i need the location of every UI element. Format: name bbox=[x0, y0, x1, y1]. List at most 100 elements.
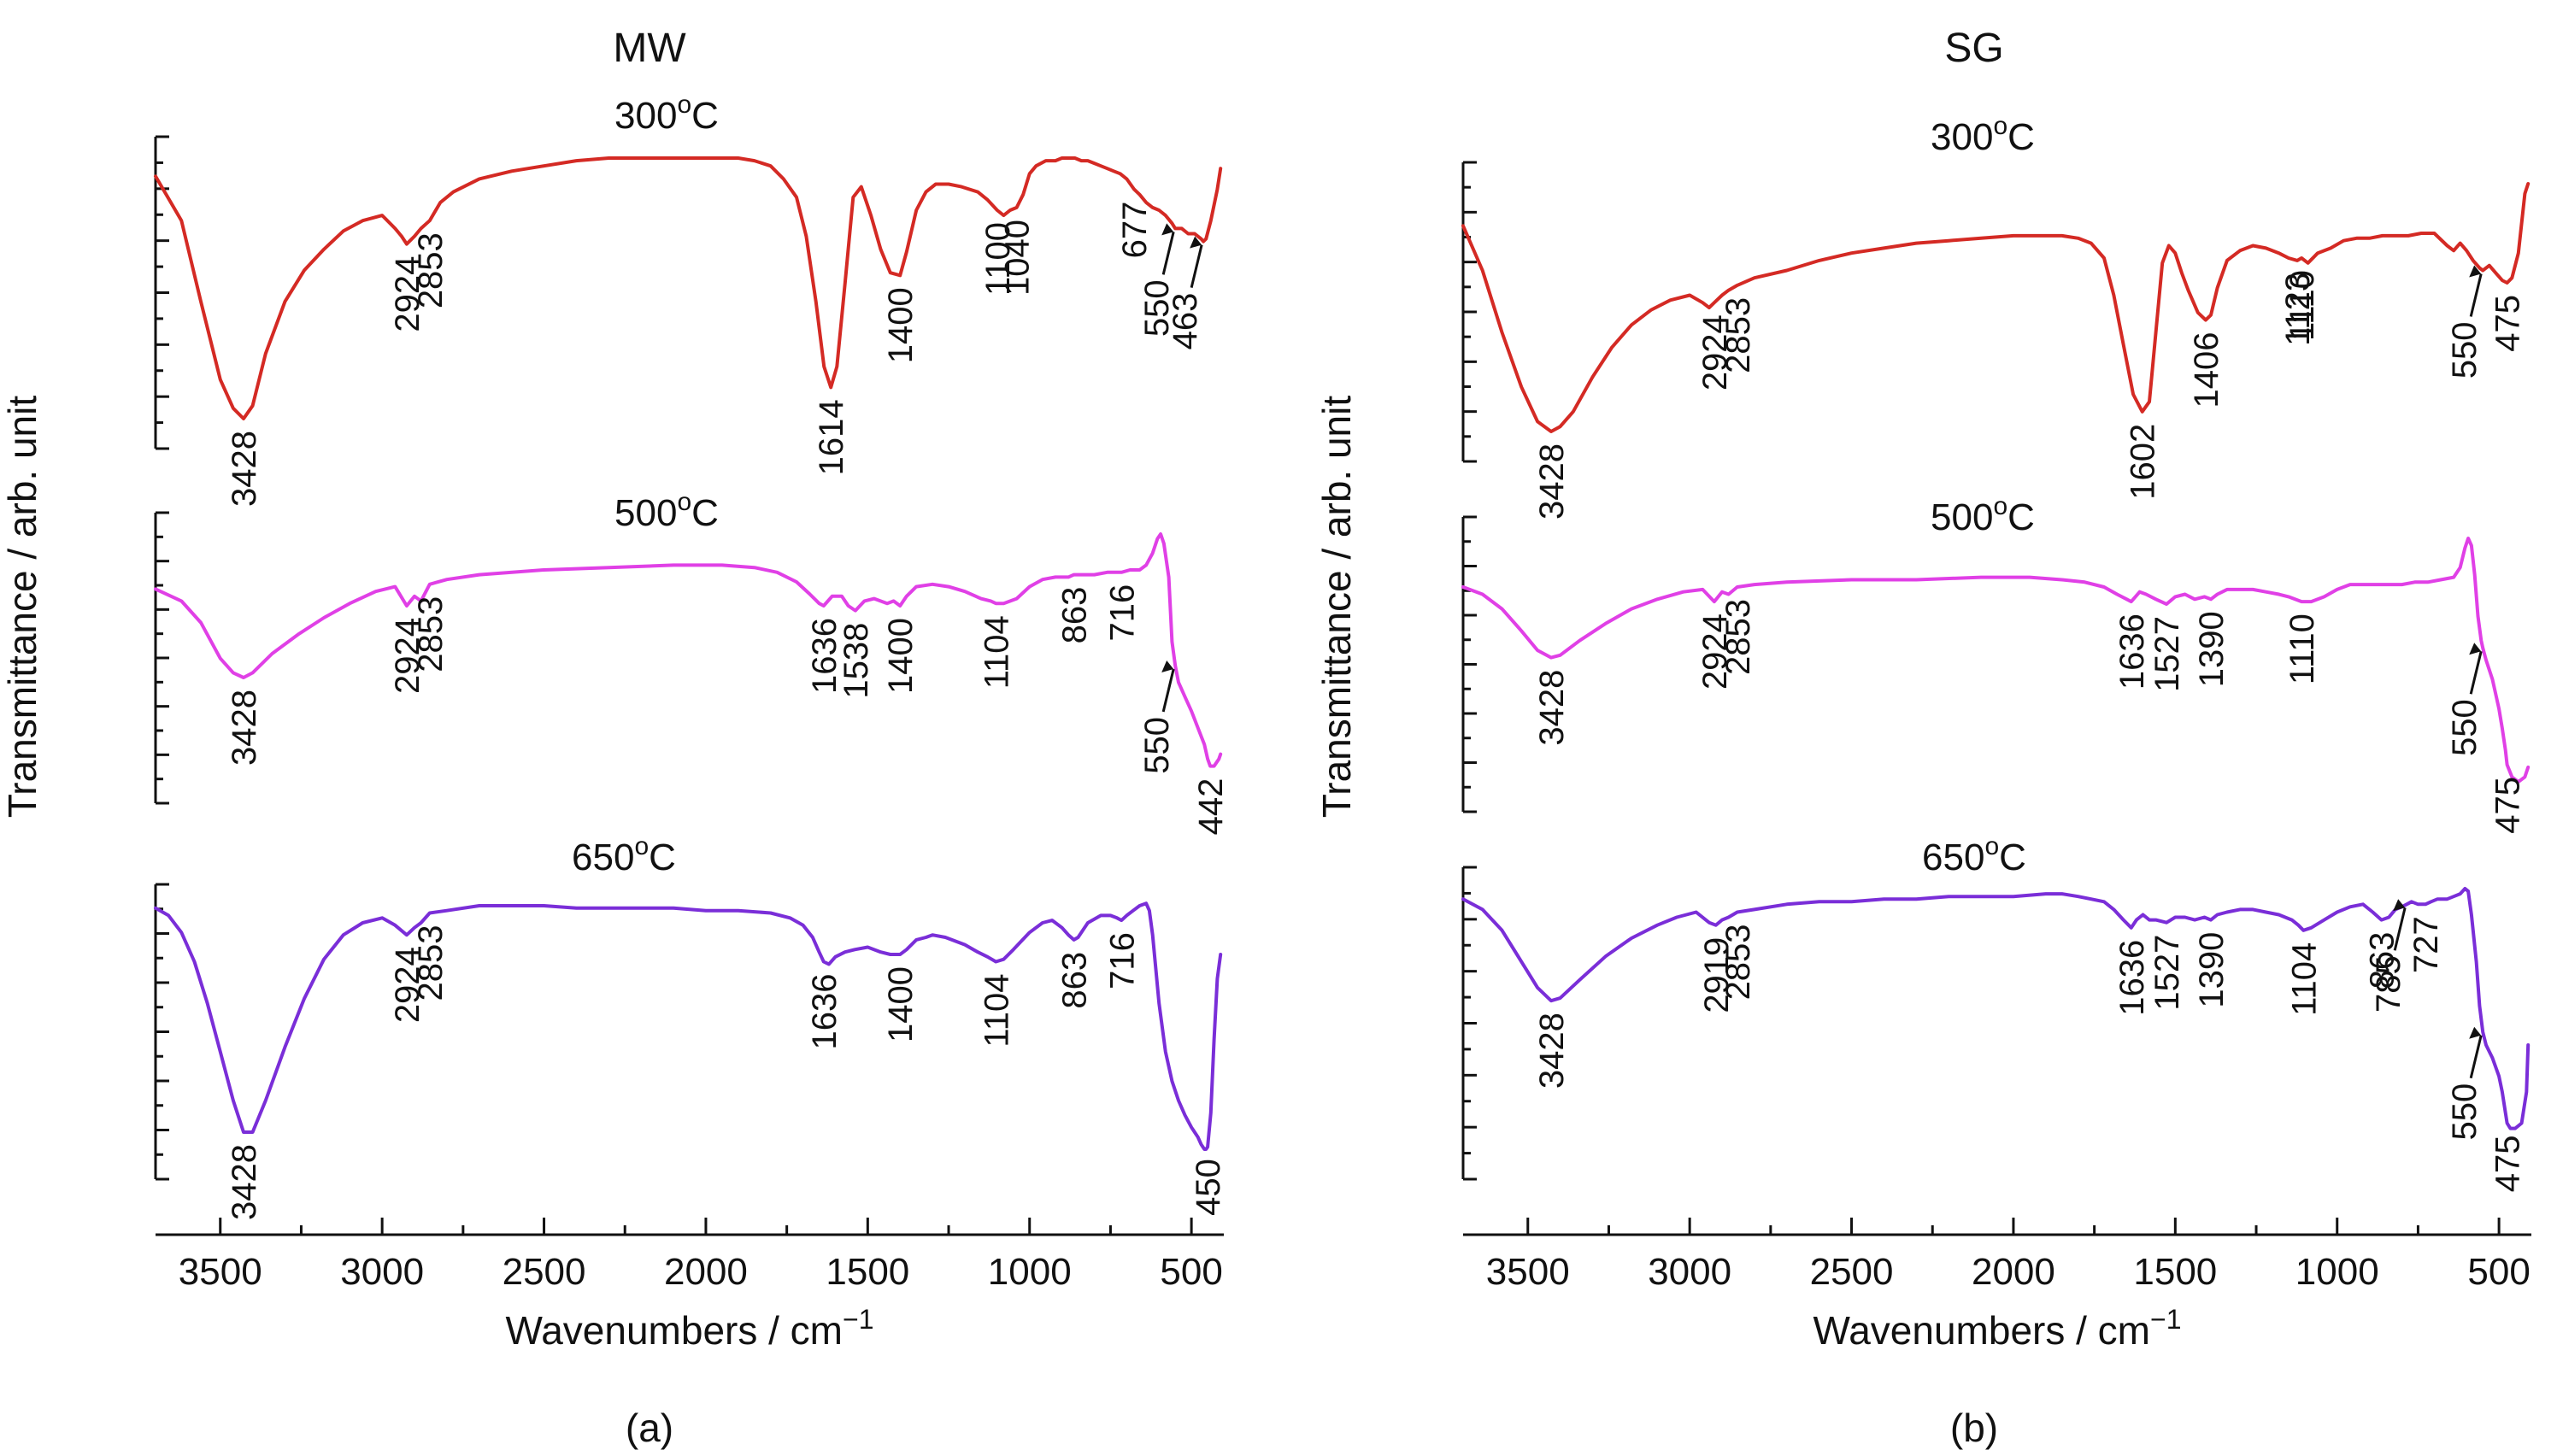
y-axis-label: Transmittance / arb. unit bbox=[1314, 396, 1359, 818]
temperature-value: 300 bbox=[1931, 116, 1993, 158]
peak-label: 2853 bbox=[1719, 924, 1757, 1000]
panel-b-sg: SG Transmittance / arb. unit 3500 3000 2500 2… bbox=[1314, 26, 2531, 1450]
x-tick-label: 2000 bbox=[664, 1251, 748, 1293]
x-axis-label-superscript: −1 bbox=[843, 1304, 873, 1335]
peak-arrowhead bbox=[1190, 236, 1202, 249]
temperature-label: 500oC bbox=[614, 488, 719, 534]
peak-label: 1636 bbox=[2113, 614, 2151, 690]
peak-label: 1406 bbox=[2188, 332, 2225, 408]
peak-arrowhead bbox=[2393, 899, 2406, 912]
peak-label: 2853 bbox=[1719, 297, 1757, 373]
peak-label: 550 bbox=[2446, 322, 2484, 379]
peak-label: 3428 bbox=[226, 431, 263, 507]
temperature-value: 650 bbox=[572, 837, 634, 878]
peak-label: 1040 bbox=[999, 220, 1037, 296]
celsius-symbol: C bbox=[691, 492, 719, 534]
x-tick-label: 3000 bbox=[340, 1251, 424, 1293]
panel-title: SG bbox=[1944, 26, 2003, 71]
peak-label: 716 bbox=[1103, 584, 1141, 642]
y-axis-label: Transmittance / arb. unit bbox=[0, 396, 44, 818]
peak-label: 2853 bbox=[412, 596, 450, 672]
peak-arrowhead bbox=[2469, 1026, 2482, 1039]
peak-label: 863 bbox=[1056, 587, 1094, 644]
temperature-label: 500oC bbox=[1931, 492, 2035, 538]
peak-label: 1123 bbox=[2279, 273, 2317, 346]
x-tick-label: 500 bbox=[2467, 1251, 2530, 1293]
peak-arrowhead bbox=[2469, 643, 2482, 655]
spectrum-line-500 bbox=[154, 532, 1223, 768]
panel-title: MW bbox=[613, 26, 686, 71]
peak-label: 550 bbox=[1138, 717, 1176, 774]
degree-symbol: o bbox=[634, 832, 649, 860]
x-tick-label: 1500 bbox=[826, 1251, 909, 1293]
peak-label: 3428 bbox=[1533, 443, 1571, 520]
peak-label: 1104 bbox=[978, 974, 1015, 1048]
x-tick-label: 1000 bbox=[2295, 1251, 2379, 1293]
celsius-symbol: C bbox=[1999, 837, 2026, 878]
peak-arrow bbox=[1161, 231, 1175, 275]
peak-label: 1100 bbox=[979, 222, 1017, 296]
temperature-label: 300oC bbox=[614, 91, 719, 137]
peak-arrowhead bbox=[2469, 265, 2482, 278]
spectrum-line-500 bbox=[1461, 537, 2531, 784]
celsius-symbol: C bbox=[2007, 496, 2035, 538]
peak-label: 442 bbox=[1192, 778, 1230, 836]
peak-label: 1400 bbox=[882, 618, 920, 694]
peak-label: 1636 bbox=[806, 974, 844, 1050]
celsius-symbol: C bbox=[691, 95, 719, 137]
peak-label: 3428 bbox=[1533, 670, 1571, 746]
peak-label: 1390 bbox=[2193, 932, 2231, 1008]
degree-symbol: o bbox=[1993, 112, 2007, 140]
panel-label: (b) bbox=[1950, 1406, 1998, 1450]
panel-a-mw: MW Transmittance / arb. unit 3500 3000 2500 2… bbox=[0, 26, 1230, 1450]
peak-label: 677 bbox=[1116, 202, 1154, 259]
peak-label: 2924 bbox=[389, 947, 426, 1023]
peak-label: 3428 bbox=[226, 690, 263, 766]
peak-label: 3428 bbox=[1533, 1013, 1571, 1089]
x-tick-label: 1500 bbox=[2133, 1251, 2217, 1293]
x-tick-label: 3000 bbox=[1648, 1251, 1731, 1293]
x-tick-label: 2000 bbox=[1972, 1251, 2055, 1293]
spectrum-line-300 bbox=[154, 156, 1223, 420]
x-axis-label-text: Wavenumbers / cm bbox=[506, 1308, 844, 1353]
peak-label: 1110 bbox=[2284, 270, 2321, 341]
x-tick-label: 2500 bbox=[1810, 1251, 1894, 1293]
celsius-symbol: C bbox=[649, 837, 676, 878]
peak-label: 1110 bbox=[2284, 614, 2321, 684]
peak-label: 450 bbox=[1190, 1159, 1227, 1216]
x-tick-label: 1000 bbox=[988, 1251, 1072, 1293]
temperature-label: 650oC bbox=[1922, 832, 2026, 878]
peak-label: 863 bbox=[2364, 932, 2401, 989]
peak-arrow bbox=[2469, 650, 2483, 695]
peak-label: 3428 bbox=[226, 1144, 263, 1220]
degree-symbol: o bbox=[1984, 832, 1999, 860]
degree-symbol: o bbox=[677, 488, 691, 516]
temperature-value: 300 bbox=[614, 95, 677, 137]
spectrum-line-650 bbox=[1461, 887, 2531, 1130]
x-axis-label-text: Wavenumbers / cm bbox=[1813, 1308, 2151, 1353]
peak-arrow bbox=[1190, 244, 1203, 288]
peak-arrow bbox=[1161, 668, 1175, 713]
peak-arrowhead bbox=[1161, 660, 1174, 672]
peak-label: 550 bbox=[1138, 279, 1176, 337]
peak-label: 1400 bbox=[882, 287, 920, 363]
peak-label: 1602 bbox=[2125, 424, 2162, 500]
peak-label: 475 bbox=[2489, 777, 2527, 834]
peak-arrow bbox=[2393, 907, 2407, 951]
x-axis-label: Wavenumbers / cm−1 bbox=[506, 1304, 874, 1353]
temperature-label: 650oC bbox=[572, 832, 676, 878]
temperature-value: 650 bbox=[1922, 837, 1984, 878]
celsius-symbol: C bbox=[2007, 116, 2035, 158]
peak-label: 1104 bbox=[978, 615, 1015, 689]
x-tick-label: 3500 bbox=[1486, 1251, 1570, 1293]
temperature-value: 500 bbox=[614, 492, 677, 534]
spectrum-line-300 bbox=[1461, 182, 2531, 433]
peak-label: 716 bbox=[1103, 932, 1141, 989]
peak-arrow bbox=[2469, 1035, 2483, 1079]
